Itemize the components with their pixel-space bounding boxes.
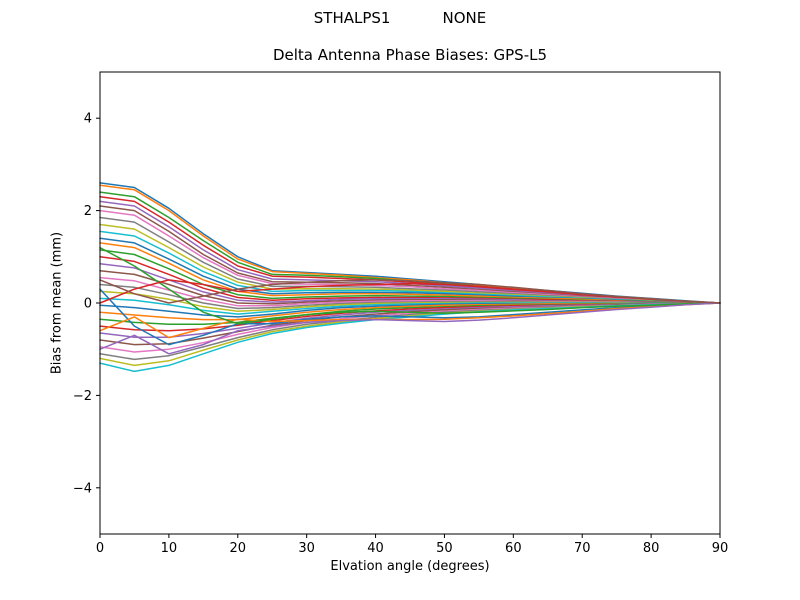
- x-tick-label: 40: [367, 541, 384, 556]
- y-tick-label: 0: [84, 297, 92, 312]
- x-tick-label: 50: [436, 541, 453, 556]
- series-line: [99, 279, 721, 304]
- suptitle-left: STHALPS1: [313, 9, 391, 27]
- y-tick-label: −2: [73, 389, 92, 404]
- x-tick-label: 10: [161, 541, 178, 556]
- chart-title: Delta Antenna Phase Biases: GPS-L5: [272, 46, 548, 64]
- series-line: [99, 302, 721, 355]
- series-line: [99, 246, 721, 325]
- x-tick-label: 60: [505, 541, 522, 556]
- series-line: [99, 288, 721, 346]
- series-line: [99, 302, 721, 339]
- x-tick-label: 80: [643, 541, 660, 556]
- y-tick-label: 4: [84, 112, 92, 127]
- series-line: [99, 249, 721, 304]
- x-tick-label: 0: [96, 541, 104, 556]
- x-tick-label: 70: [574, 541, 591, 556]
- x-axis-label: Elvation angle (degrees): [330, 559, 490, 574]
- x-tick-label: 90: [712, 541, 729, 556]
- x-tick-label: 30: [298, 541, 315, 556]
- y-tick-label: −4: [73, 481, 92, 496]
- y-tick-label: 2: [84, 204, 92, 219]
- suptitle-right: NONE: [442, 9, 487, 27]
- figure-suptitle: STHALPS1 NONE: [0, 9, 800, 27]
- x-tick-label: 20: [230, 541, 247, 556]
